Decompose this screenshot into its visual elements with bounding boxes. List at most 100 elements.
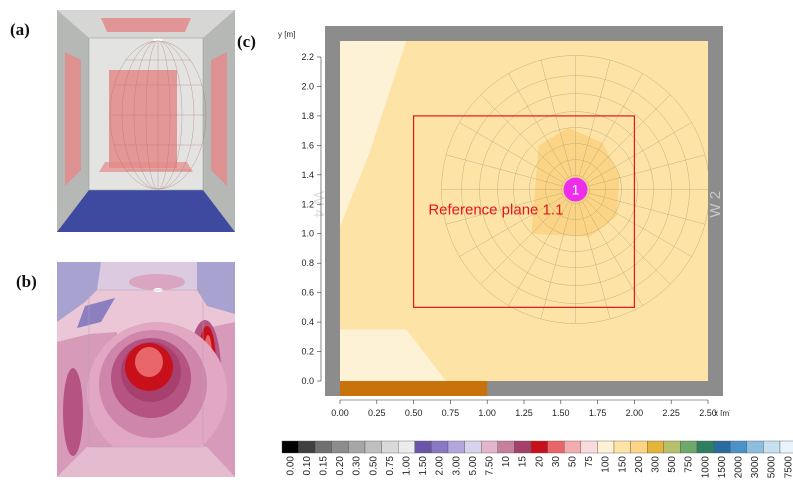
x-tick-label: 1.25: [515, 408, 533, 416]
scale-label: 150: [617, 456, 628, 473]
ceiling-zone: [129, 274, 185, 290]
polar-spoke: [588, 192, 706, 225]
scale-swatch: [763, 440, 781, 454]
x-tick-label: 1.50: [552, 408, 570, 416]
scale-swatch: [431, 440, 449, 454]
scale-label: 7500: [783, 456, 793, 479]
y-tick-label: 0.2: [301, 347, 314, 357]
luminous-intensity-wireframe: [109, 40, 207, 190]
x-axis-title: x [m]: [714, 409, 730, 416]
scale-label: 2000: [734, 456, 745, 479]
y-tick-label: 2.0: [301, 81, 314, 91]
y-tick-label: 2.2: [301, 52, 314, 62]
floor: [57, 190, 235, 232]
scale-swatch: [779, 440, 793, 454]
scale-swatch: [564, 440, 582, 454]
x-tick-label: 0.25: [368, 408, 386, 416]
ceiling-window: [101, 18, 191, 32]
panel-label-a: (a): [10, 20, 30, 39]
luminaire-number: 1: [572, 182, 580, 198]
scale-label: 0.10: [302, 456, 313, 476]
y-tick-label: 0.0: [301, 376, 314, 386]
room-3d-view: [57, 10, 235, 232]
polar-spoke: [446, 154, 563, 187]
scale-label: 1000: [700, 456, 711, 479]
x-tick-label: 0.75: [442, 408, 460, 416]
polar-spoke: [446, 192, 563, 225]
polar-spoke: [540, 203, 573, 320]
x-tick-label: 1.00: [478, 408, 496, 416]
scale-swatch: [613, 440, 631, 454]
scale-label: 0.15: [319, 456, 330, 476]
scale-swatch: [730, 440, 748, 454]
ceiling-corner-left: [57, 262, 101, 322]
scale-swatch: [713, 440, 731, 454]
y-tick-label: 0.4: [301, 317, 314, 327]
x-tick-label: 2.25: [662, 408, 680, 416]
polar-spoke: [578, 60, 611, 177]
scale-swatch: [663, 440, 681, 454]
polar-spoke: [587, 122, 692, 183]
y-axis-title: y [m]: [278, 30, 295, 39]
polar-spoke: [585, 199, 671, 285]
scale-swatch: [514, 440, 532, 454]
reference-plane: [413, 115, 636, 308]
y-tick-label: 0.6: [301, 288, 314, 298]
right-window: [211, 52, 227, 186]
scale-label: 75: [584, 456, 595, 468]
reference-plane-label: Reference plane 1.1: [428, 202, 563, 219]
x-tick-label: 0.50: [405, 408, 423, 416]
y-tick-label: 0.8: [301, 258, 314, 268]
scale-label: 2.00: [435, 456, 446, 476]
scale-label: 0.75: [385, 456, 396, 476]
y-tick-label: 1.4: [301, 170, 314, 180]
left-window: [65, 52, 81, 186]
scale-swatch: [580, 440, 598, 454]
x-tick-label: 1.75: [589, 408, 607, 416]
scale-swatch: [680, 440, 698, 454]
wall-label-w2: W 2: [707, 191, 724, 218]
polar-spoke: [588, 154, 706, 187]
scale-label: 10: [501, 456, 512, 468]
ceiling-corner-right: [197, 262, 235, 314]
polar-spoke: [508, 73, 569, 178]
scale-label: 0.00: [285, 456, 296, 476]
floor-falsecolour: [57, 447, 235, 477]
colour-scale: 0.00 0.10 0.15 0.20 0.30 0.50 0.75 1.00 1.50 2.00…: [281, 440, 793, 479]
panel-label-b: (b): [16, 272, 37, 291]
scale-label: 5000: [767, 456, 778, 479]
scale-swatch: [298, 440, 316, 454]
back-window: [109, 70, 177, 168]
left-upper-zone: [77, 298, 115, 328]
polar-spoke: [459, 196, 564, 257]
polar-spoke: [508, 201, 569, 306]
room-edge: [88, 289, 204, 448]
scale-swatch: [547, 440, 565, 454]
scale-swatch: [315, 440, 333, 454]
polar-spoke: [587, 196, 692, 257]
scale-label: 15: [518, 456, 529, 468]
scale-swatch: [530, 440, 548, 454]
polar-spoke: [582, 201, 643, 306]
scale-swatch: [331, 440, 349, 454]
scale-swatch: [630, 440, 648, 454]
polar-spoke: [540, 60, 573, 177]
scale-label: 3000: [750, 456, 761, 479]
plan-view: Reference plane 1.11W 2W 4y [m]0.00.20.4…: [278, 26, 730, 416]
scale-swatch: [348, 440, 366, 454]
scale-label: 300: [651, 456, 662, 473]
x-tick-label: 2.00: [626, 408, 644, 416]
scale-label: 200: [634, 456, 645, 473]
scale-label: 20: [534, 456, 545, 468]
scale-label: 1.50: [418, 456, 429, 476]
scale-swatch: [364, 440, 382, 454]
y-tick-label: 1.6: [301, 140, 314, 150]
scale-label: 0.50: [368, 456, 379, 476]
polar-spoke: [582, 73, 643, 178]
polar-spoke: [480, 94, 566, 180]
panel-label-c: (c): [237, 32, 256, 51]
polar-spoke: [585, 94, 671, 180]
x-tick-label: 0.00: [331, 408, 349, 416]
scale-label: 0.30: [352, 456, 363, 476]
scale-label: 750: [684, 456, 695, 473]
